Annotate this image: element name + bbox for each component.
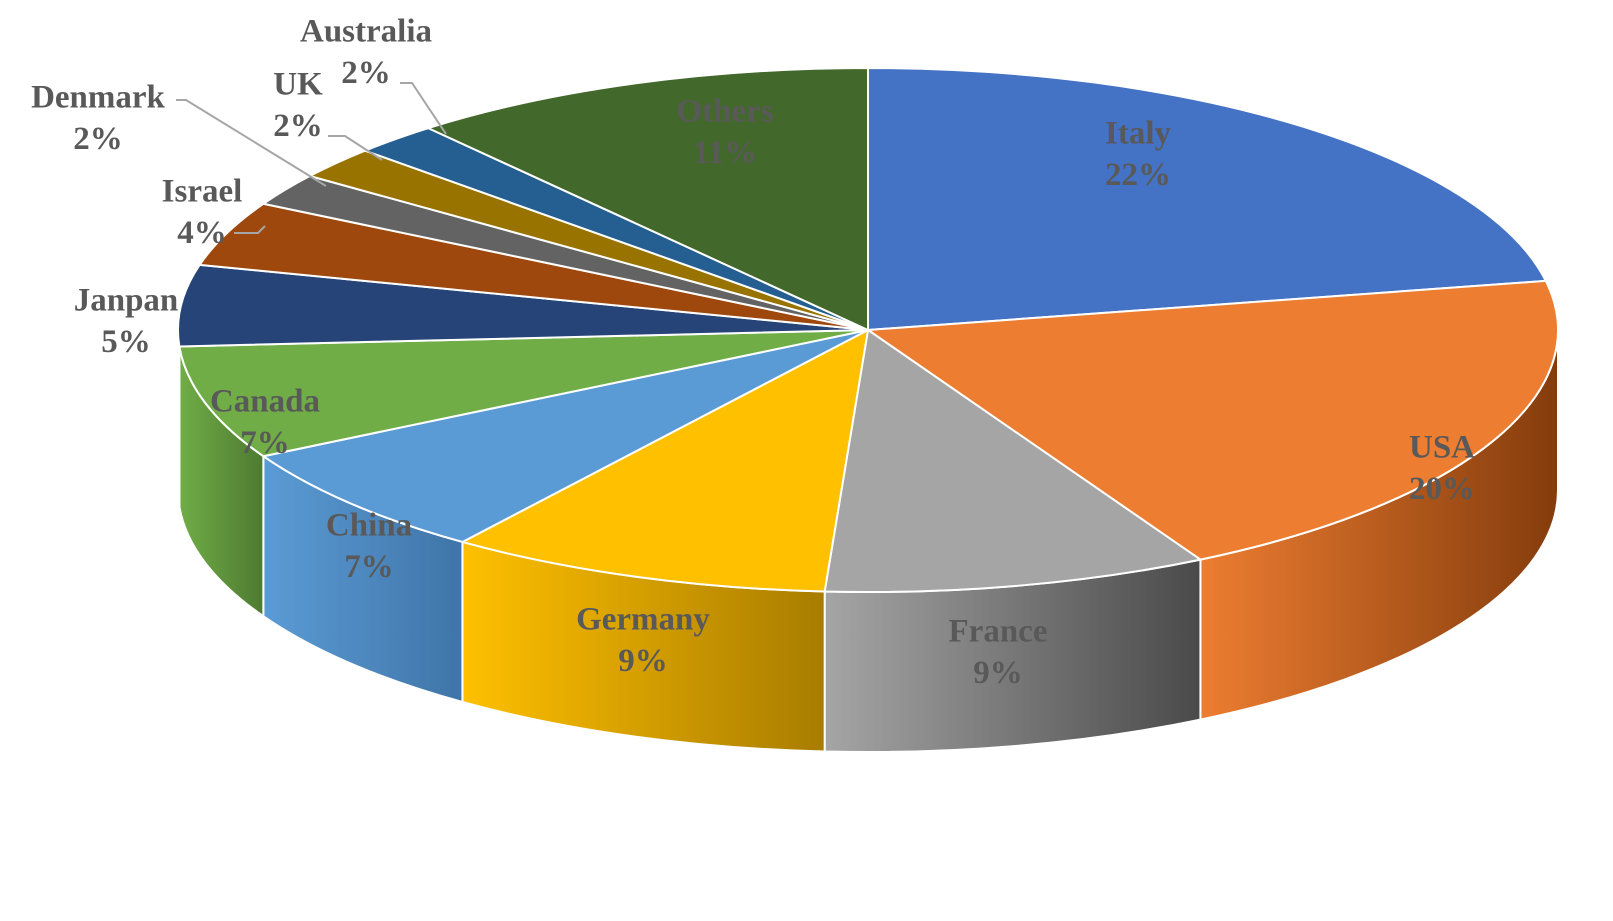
slice-label-uk: UK 2% [273, 67, 323, 144]
slice-label-france: France 9% [949, 614, 1048, 691]
slice-category-uk: UK [273, 67, 323, 103]
slice-label-china: China 7% [326, 508, 412, 585]
slice-category-italy: Italy [1105, 116, 1172, 152]
slice-label-janpan: Janpan 5% [74, 283, 179, 360]
pie-slice-china [262, 329, 869, 543]
leader-line-australia [400, 82, 447, 135]
slice-label-italy: Italy 22% [1105, 116, 1172, 193]
slice-percent-janpan: 5% [101, 324, 151, 360]
pie-slice-janpan [177, 263, 869, 348]
pie-slice-france [823, 329, 1202, 593]
pie-top-faces [177, 67, 1560, 593]
slice-label-usa: USA 20% [1409, 430, 1475, 507]
leader-line-israel [234, 225, 266, 234]
slice-label-others: Others 11% [676, 94, 773, 171]
pie-slice-italy [867, 67, 1547, 331]
slice-label-australia: Australia 2% [300, 14, 432, 91]
slice-percent-canada: 7% [240, 425, 290, 461]
slice-label-canada: Canada 7% [210, 384, 320, 461]
slice-label-israel: Israel 4% [162, 174, 243, 251]
slice-percent-france: 9% [973, 655, 1023, 691]
slice-category-others: Others [676, 94, 773, 130]
slice-category-germany: Germany [576, 602, 710, 638]
slice-category-janpan: Janpan [74, 283, 179, 319]
slice-percent-italy: 22% [1105, 157, 1171, 193]
pie-slice-germany [461, 329, 869, 593]
slice-percent-australia: 2% [341, 55, 391, 91]
leader-lines [176, 82, 447, 234]
pie-slice-usa [867, 279, 1560, 561]
pie-slice-others [427, 67, 869, 331]
leader-line-uk [328, 135, 383, 161]
data-labels: Italy 22%USA 20%France 9%Germany 9%China 7%Ca… [31, 14, 1475, 691]
slice-category-denmark: Denmark [31, 80, 165, 116]
slice-category-france: France [949, 614, 1048, 650]
leader-line-denmark [176, 99, 327, 187]
slice-percent-israel: 4% [177, 215, 227, 251]
slice-percent-germany: 9% [618, 643, 668, 679]
slice-category-israel: Israel [162, 174, 243, 210]
slice-percent-china: 7% [344, 549, 394, 585]
slice-percent-denmark: 2% [73, 121, 123, 157]
slice-percent-usa: 20% [1409, 471, 1475, 507]
pie-slice-canada [178, 329, 869, 458]
pie-side-walls [177, 329, 1559, 753]
slice-category-china: China [326, 508, 412, 544]
slice-category-canada: Canada [210, 384, 320, 420]
slice-label-denmark: Denmark 2% [31, 80, 165, 157]
slice-category-australia: Australia [300, 14, 432, 50]
slice-percent-uk: 2% [273, 108, 323, 144]
pie-side-janpan [177, 329, 181, 507]
slice-percent-others: 11% [693, 135, 757, 171]
slice-category-usa: USA [1409, 430, 1475, 466]
slice-label-germany: Germany 9% [576, 602, 710, 679]
